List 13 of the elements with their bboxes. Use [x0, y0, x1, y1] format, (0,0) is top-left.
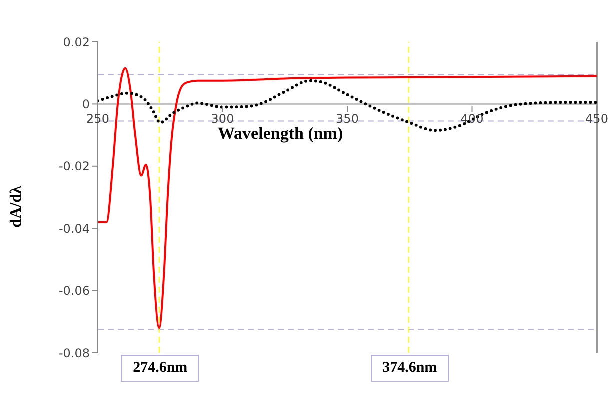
y-tick-label: -0.08	[58, 346, 90, 360]
x-tick-label: 350	[336, 112, 359, 126]
y-axis-title: dA/dλ	[8, 186, 26, 228]
y-tick-label: -0.04	[58, 222, 90, 236]
y-tick-label: 0	[82, 97, 90, 112]
x-tick-label: 300	[211, 112, 234, 126]
y-tick-label: 0.02	[63, 35, 90, 50]
y-tick-label: -0.02	[58, 160, 90, 174]
x-tick-label: 450	[586, 112, 608, 126]
ref-line-label: 374.6nm	[370, 355, 449, 382]
x-axis-title: Wavelength (nm)	[218, 124, 344, 144]
ref-line-label: 274.6nm	[121, 355, 200, 382]
y-tick-label: -0.06	[58, 284, 90, 298]
